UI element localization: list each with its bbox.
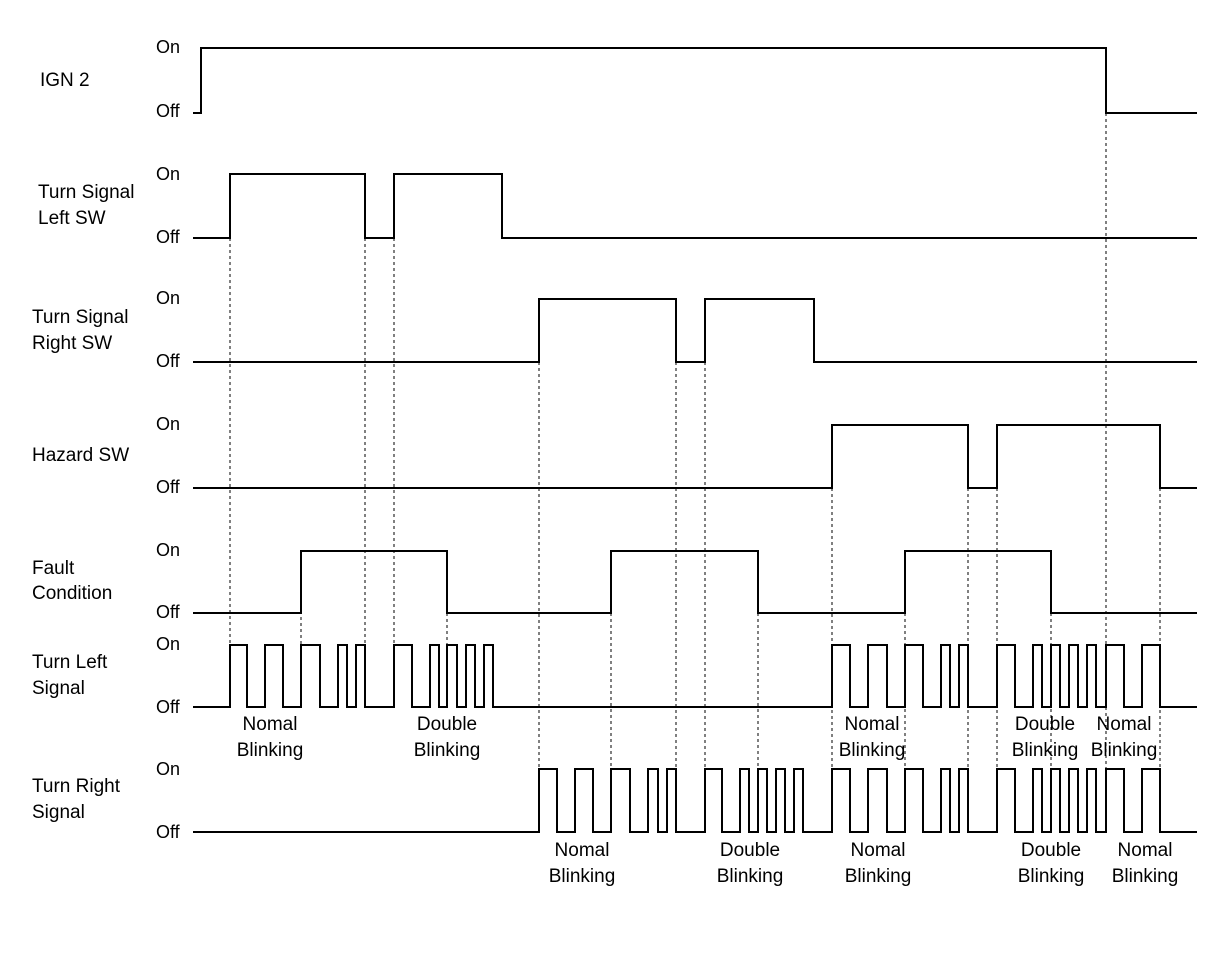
signal-label-left-sw: Turn Signal: [38, 182, 134, 203]
on-label: On: [156, 540, 180, 560]
fault-waveform: [193, 550, 1197, 614]
right-sw-waveform: [193, 298, 1197, 363]
turn-left-annotations: Nomal Blinking Double Blinking Nomal Bli…: [237, 714, 1158, 761]
signal-label-turn-left-line2: Signal: [32, 678, 85, 699]
annotation-double-blinking-line2: Blinking: [414, 740, 481, 761]
state-labels: On Off On Off On Off On Off On Off On Of…: [156, 37, 181, 842]
off-label: Off: [156, 477, 181, 497]
off-label: Off: [156, 697, 181, 717]
on-label: On: [156, 164, 180, 184]
annotation-double-blinking: Double: [417, 714, 477, 735]
off-label: Off: [156, 822, 181, 842]
on-label: On: [156, 37, 180, 57]
on-label: On: [156, 759, 180, 779]
off-label: Off: [156, 101, 181, 121]
annotation-normal-blinking: Nomal: [845, 714, 900, 735]
signal-label-right-sw-line2: Right SW: [32, 333, 112, 354]
turn-right-waveform: [193, 768, 1197, 833]
signal-label-turn-left: Turn Left: [32, 652, 108, 673]
on-label: On: [156, 288, 180, 308]
annotation-double-blinking-line2: Blinking: [1012, 740, 1079, 761]
on-label: On: [156, 634, 180, 654]
ign2-waveform: [193, 47, 1197, 114]
off-label: Off: [156, 351, 181, 371]
waveforms: [193, 47, 1197, 833]
annotation-double-blinking: Double: [1015, 714, 1075, 735]
annotation-normal-blinking-line2: Blinking: [839, 740, 906, 761]
annotation-normal-blinking: Nomal: [1118, 840, 1173, 861]
turn-left-waveform: [193, 644, 1197, 708]
annotation-normal-blinking: Nomal: [555, 840, 610, 861]
signal-label-turn-right: Turn Right: [32, 776, 121, 797]
annotation-normal-blinking: Nomal: [851, 840, 906, 861]
on-label: On: [156, 414, 180, 434]
off-label: Off: [156, 227, 181, 247]
annotation-normal-blinking-line2: Blinking: [1112, 866, 1179, 887]
left-sw-waveform: [193, 173, 1197, 239]
annotation-normal-blinking-line2: Blinking: [1091, 740, 1158, 761]
annotation-double-blinking-line2: Blinking: [1018, 866, 1085, 887]
signal-label-turn-right-line2: Signal: [32, 802, 85, 823]
annotation-normal-blinking: Nomal: [243, 714, 298, 735]
signal-labels: IGN 2 Turn Signal Left SW Turn Signal Ri…: [32, 70, 134, 823]
annotation-normal-blinking-line2: Blinking: [549, 866, 616, 887]
hazard-sw-waveform: [193, 424, 1197, 489]
annotation-double-blinking: Double: [720, 840, 780, 861]
signal-label-left-sw-line2: Left SW: [38, 208, 106, 229]
turn-right-annotations: Nomal Blinking Double Blinking Nomal Bli…: [549, 840, 1179, 887]
signal-label-right-sw: Turn Signal: [32, 307, 128, 328]
signal-label-ign2: IGN 2: [40, 70, 90, 91]
annotation-double-blinking-line2: Blinking: [717, 866, 784, 887]
annotation-normal-blinking-line2: Blinking: [237, 740, 304, 761]
annotation-normal-blinking-line2: Blinking: [845, 866, 912, 887]
signal-label-fault-line2: Condition: [32, 583, 112, 604]
annotation-normal-blinking: Nomal: [1097, 714, 1152, 735]
annotation-double-blinking: Double: [1021, 840, 1081, 861]
signal-label-fault: Fault: [32, 558, 75, 579]
signal-label-hazard-sw: Hazard SW: [32, 445, 129, 466]
off-label: Off: [156, 602, 181, 622]
